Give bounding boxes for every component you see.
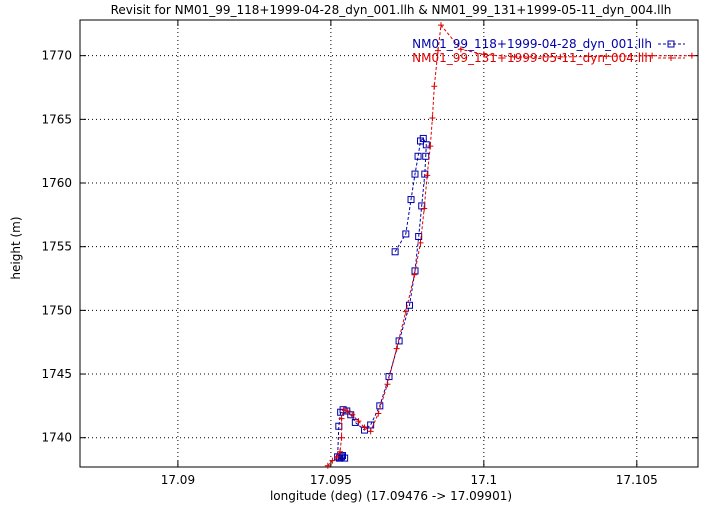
data-point: [395, 337, 403, 345]
y-tick-label: 1750: [41, 303, 72, 317]
x-tick-label: 17.09: [161, 473, 195, 487]
data-point: [422, 152, 430, 160]
series-layer: [324, 22, 695, 469]
plot-frame: [79, 19, 699, 468]
data-point: [480, 51, 487, 58]
data-point: [434, 47, 441, 54]
data-point: [411, 271, 418, 278]
data-point: [688, 52, 695, 59]
data-point: [349, 411, 356, 418]
data-point: [402, 230, 410, 238]
data-point: [405, 301, 413, 309]
x-axis-label: longitude (deg) (17.09476 -> 17.09901): [270, 489, 512, 503]
data-point: [411, 170, 419, 178]
x-tick-label: 17.095: [310, 473, 352, 487]
y-tick-label: 1745: [41, 367, 72, 381]
data-point: [344, 407, 351, 414]
x-tick-label: 17.105: [616, 473, 658, 487]
data-point: [393, 345, 400, 352]
series-2: [324, 22, 695, 469]
y-axis-label: height (m): [9, 216, 23, 279]
data-point: [338, 434, 345, 441]
data-point: [402, 308, 409, 315]
legend-entry-label: NM01_99_131+1999-05-11_dyn_004.llh: [412, 51, 652, 65]
data-point: [338, 415, 345, 422]
data-point: [511, 53, 518, 60]
series-line: [327, 23, 692, 467]
data-point: [431, 83, 438, 90]
y-tick-label: 1760: [41, 176, 72, 190]
data-point: [367, 428, 374, 435]
data-point: [375, 410, 382, 417]
data-point: [340, 406, 347, 413]
data-point: [329, 457, 336, 464]
data-point: [603, 53, 610, 60]
data-point: [421, 205, 428, 212]
axis-ticks: 17.09 17.095 17.1 17.105 1740 1745 1750 1755 176…: [41, 20, 698, 487]
data-point: [335, 454, 343, 462]
data-point: [337, 448, 344, 455]
data-point: [391, 248, 399, 256]
y-tick-label: 1755: [41, 240, 72, 254]
chart-title: Revisit for NM01_99_118+1999-04-28_dyn_0…: [111, 3, 672, 17]
data-point: [333, 453, 340, 460]
data-point: [457, 46, 464, 53]
data-point: [367, 421, 375, 429]
data-point: [407, 196, 415, 204]
data-point: [649, 52, 656, 59]
y-tick-label: 1765: [41, 112, 72, 126]
series-1: [334, 134, 430, 462]
data-point: [384, 381, 391, 388]
grid-lines: [80, 20, 698, 467]
data-point: [422, 141, 430, 149]
y-tick-label: 1770: [41, 49, 72, 63]
data-point: [668, 55, 674, 61]
data-point: [361, 424, 368, 431]
data-point: [424, 172, 431, 179]
legend-entry-label: NM01_99_118+1999-04-28_dyn_001.llh: [412, 37, 652, 51]
series-line: [337, 137, 427, 459]
data-point: [427, 143, 434, 150]
data-point: [417, 239, 424, 246]
data-point: [429, 115, 436, 122]
data-point: [411, 267, 419, 275]
data-point: [438, 22, 445, 29]
x-tick-label: 17.1: [470, 473, 497, 487]
y-tick-label: 1740: [41, 431, 72, 445]
data-point: [335, 422, 343, 430]
data-point: [667, 40, 675, 48]
data-point: [414, 152, 422, 160]
data-point: [324, 462, 331, 469]
data-point: [557, 53, 564, 60]
data-point: [355, 418, 362, 425]
legend: NM01_99_118+1999-04-28_dyn_001.llhNM01_9…: [412, 37, 685, 65]
